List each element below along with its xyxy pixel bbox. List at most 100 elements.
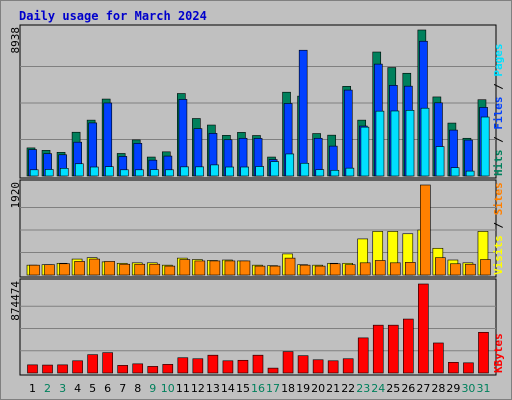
bar-sites-day-8 <box>134 263 146 276</box>
bar-kbytes-day-19 <box>297 355 309 374</box>
bar-kbytes-day-23 <box>357 337 369 374</box>
bar-kbytes-day-6-face <box>102 352 113 374</box>
bar-pages-day-1 <box>29 169 39 177</box>
bar-pages-day-14 <box>225 166 234 177</box>
bar-kbytes-day-13-face <box>207 354 219 374</box>
bar-pages-day-14-face <box>225 166 234 177</box>
bar-kbytes-day-16-face <box>252 354 264 374</box>
bar-files-day-30-face <box>464 139 473 177</box>
day-label-31: 31 <box>476 382 490 395</box>
bar-pages-day-10-face <box>165 169 174 177</box>
bar-files-day-22 <box>343 89 353 177</box>
bar-sites-day-4 <box>74 261 85 276</box>
bar-kbytes-day-30-face <box>463 362 474 374</box>
bar-sites-day-24 <box>374 260 386 276</box>
bar-pages-day-4-face <box>74 163 84 177</box>
bar-pages-day-30 <box>465 170 475 177</box>
day-label-6: 6 <box>104 382 111 395</box>
bar-kbytes-day-7 <box>117 365 128 374</box>
bar-sites-day-23 <box>359 262 371 276</box>
bar-sites-day-15-face <box>239 260 251 276</box>
bar-kbytes-day-28 <box>433 342 444 374</box>
bar-kbytes-day-9-face <box>147 366 159 374</box>
bar-pages-day-9 <box>150 169 159 177</box>
legend-entry-visits-sites-1: / <box>492 215 505 235</box>
panel-max-label-hits-files-pages: 8938 <box>9 27 22 54</box>
bar-sites-day-3 <box>59 263 70 276</box>
bar-sites-day-22 <box>344 264 356 276</box>
day-label-26: 26 <box>401 382 415 395</box>
bar-kbytes-day-6 <box>102 352 113 374</box>
bar-pages-day-22 <box>345 167 355 177</box>
bar-sites-day-29 <box>450 263 461 276</box>
day-label-9: 9 <box>149 382 156 395</box>
bar-sites-day-27 <box>420 184 431 276</box>
bar-sites-day-29-face <box>450 263 461 276</box>
bar-kbytes-day-5-face <box>87 354 98 374</box>
bar-kbytes-day-20-face <box>312 359 324 374</box>
bar-sites-day-1 <box>29 264 40 276</box>
bar-sites-day-2 <box>44 264 55 276</box>
bar-files-day-11-face <box>178 99 188 177</box>
day-label-23: 23 <box>356 382 370 395</box>
bar-kbytes-day-14-face <box>222 360 234 374</box>
day-label-21: 21 <box>326 382 340 395</box>
bar-sites-day-23-face <box>359 262 371 276</box>
bar-kbytes-day-4-face <box>72 360 83 374</box>
day-label-25: 25 <box>386 382 400 395</box>
bar-pages-day-13 <box>210 164 219 177</box>
bar-files-day-11 <box>178 99 188 177</box>
bar-pages-day-29 <box>450 167 460 177</box>
panel-hits-files-pages: 8938 Hits / Files / Pages <box>9 24 505 179</box>
bar-sites-day-13-face <box>209 260 221 276</box>
bar-pages-day-29-face <box>450 167 460 177</box>
bar-kbytes-day-27 <box>418 283 429 374</box>
bar-sites-day-15 <box>239 260 251 276</box>
panel-legend-visits-sites: Visits / Sites <box>492 182 505 275</box>
bar-pages-day-3-face <box>59 168 69 177</box>
bar-kbytes-day-15-face <box>237 359 249 374</box>
panel-legend-kbytes: KBytes <box>492 333 505 373</box>
bar-sites-day-18 <box>284 257 296 276</box>
day-axis: 1 2 3 4 5 6 7 8 9 10 11 12 13 14 15 16 17 18 19 20 21 22 23 24 2… <box>29 382 490 395</box>
bar-kbytes-day-20 <box>312 359 324 374</box>
bar-kbytes-day-24-face <box>372 324 384 374</box>
bar-pages-day-24 <box>375 110 385 177</box>
bar-pages-day-28-face <box>435 146 445 177</box>
bar-kbytes-day-31-face <box>478 331 489 374</box>
chart-panels: 8938 Hits / Files / Pages 1920 Visits / Sit… <box>9 24 505 376</box>
bar-kbytes-day-3 <box>57 364 68 374</box>
legend-entry-hits-files-pages-1: / <box>492 130 505 150</box>
bar-pages-day-7 <box>120 169 129 177</box>
bar-sites-day-4-face <box>74 261 85 276</box>
day-label-28: 28 <box>431 382 445 395</box>
legend-entry-visits-sites-0: Visits <box>492 235 505 275</box>
legend-entry-kbytes-0: KBytes <box>492 333 505 373</box>
bar-sites-day-11 <box>179 259 191 276</box>
bar-kbytes-day-24 <box>372 324 384 374</box>
bar-pages-day-8 <box>135 169 144 177</box>
day-label-4: 4 <box>74 382 81 395</box>
bar-sites-day-28-face <box>435 257 446 276</box>
bar-files-day-6 <box>103 102 113 177</box>
bar-kbytes-day-25-face <box>387 324 399 374</box>
bar-kbytes-day-13 <box>207 354 219 374</box>
day-label-10: 10 <box>161 382 175 395</box>
bar-kbytes-day-8 <box>132 363 144 374</box>
bar-kbytes-day-23-face <box>357 337 369 374</box>
bar-pages-day-8-face <box>135 169 144 177</box>
bar-sites-day-6-face <box>104 261 115 276</box>
bar-kbytes-day-28-face <box>433 342 444 374</box>
bar-kbytes-day-11-face <box>177 357 189 374</box>
bar-kbytes-day-30 <box>463 362 474 374</box>
bar-kbytes-day-9 <box>147 366 159 374</box>
day-label-15: 15 <box>236 382 250 395</box>
panel-legend-hits-files-pages: Hits / Files / Pages <box>492 44 505 177</box>
bar-pages-day-3 <box>59 168 69 177</box>
bar-pages-day-1-face <box>29 169 39 177</box>
bar-kbytes-day-3-face <box>57 364 68 374</box>
bar-kbytes-day-2 <box>42 364 53 374</box>
bar-pages-day-12 <box>195 166 204 177</box>
